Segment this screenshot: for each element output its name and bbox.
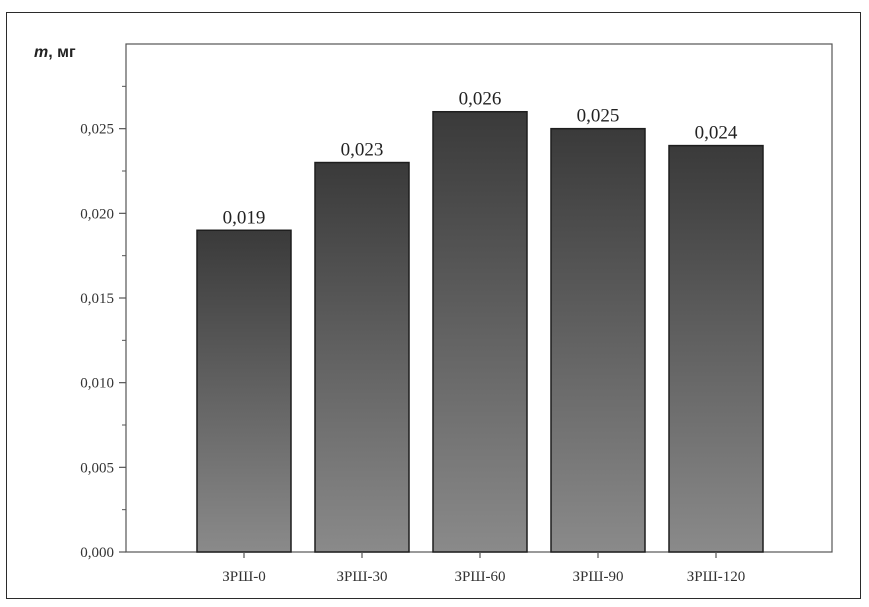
x-category-label: ЗРШ-30 xyxy=(337,569,388,585)
x-category-label: ЗРШ-60 xyxy=(455,569,506,585)
y-tick-label: 0,015 xyxy=(80,291,114,307)
y-tick-label: 0,025 xyxy=(80,122,114,138)
bars xyxy=(196,110,764,553)
bar xyxy=(314,161,410,553)
bar-value-label: 0,023 xyxy=(341,140,384,161)
x-category-label: ЗРШ-90 xyxy=(573,569,624,585)
bar xyxy=(668,144,764,553)
bar-value-label: 0,024 xyxy=(695,123,738,144)
y-axis-symbol: m xyxy=(34,44,48,61)
y-axis-unit: , мг xyxy=(48,44,76,61)
bar xyxy=(550,127,646,553)
bar xyxy=(432,110,528,553)
y-tick-label: 0,010 xyxy=(80,376,114,392)
category-labels: ЗРШ-0 ЗРШ-30 ЗРШ-60 ЗРШ-90 ЗРШ-120 xyxy=(222,552,745,585)
value-labels: 0,019 0,023 0,026 0,025 0,024 xyxy=(223,89,738,229)
y-tick-label: 0,000 xyxy=(80,545,114,561)
bar-value-label: 0,025 xyxy=(577,106,620,127)
y-tick-label: 0,005 xyxy=(80,460,114,476)
y-axis-label: m, мг xyxy=(34,44,76,61)
y-ticks: 0,000 0,005 0,010 0,015 0,020 0,025 xyxy=(80,85,126,561)
bar-value-label: 0,019 xyxy=(223,207,266,228)
x-category-label: ЗРШ-0 xyxy=(222,569,265,585)
bar-value-label: 0,026 xyxy=(459,89,502,110)
x-category-label: ЗРШ-120 xyxy=(687,569,745,585)
y-tick-label: 0,020 xyxy=(80,206,114,222)
bar xyxy=(196,229,292,553)
